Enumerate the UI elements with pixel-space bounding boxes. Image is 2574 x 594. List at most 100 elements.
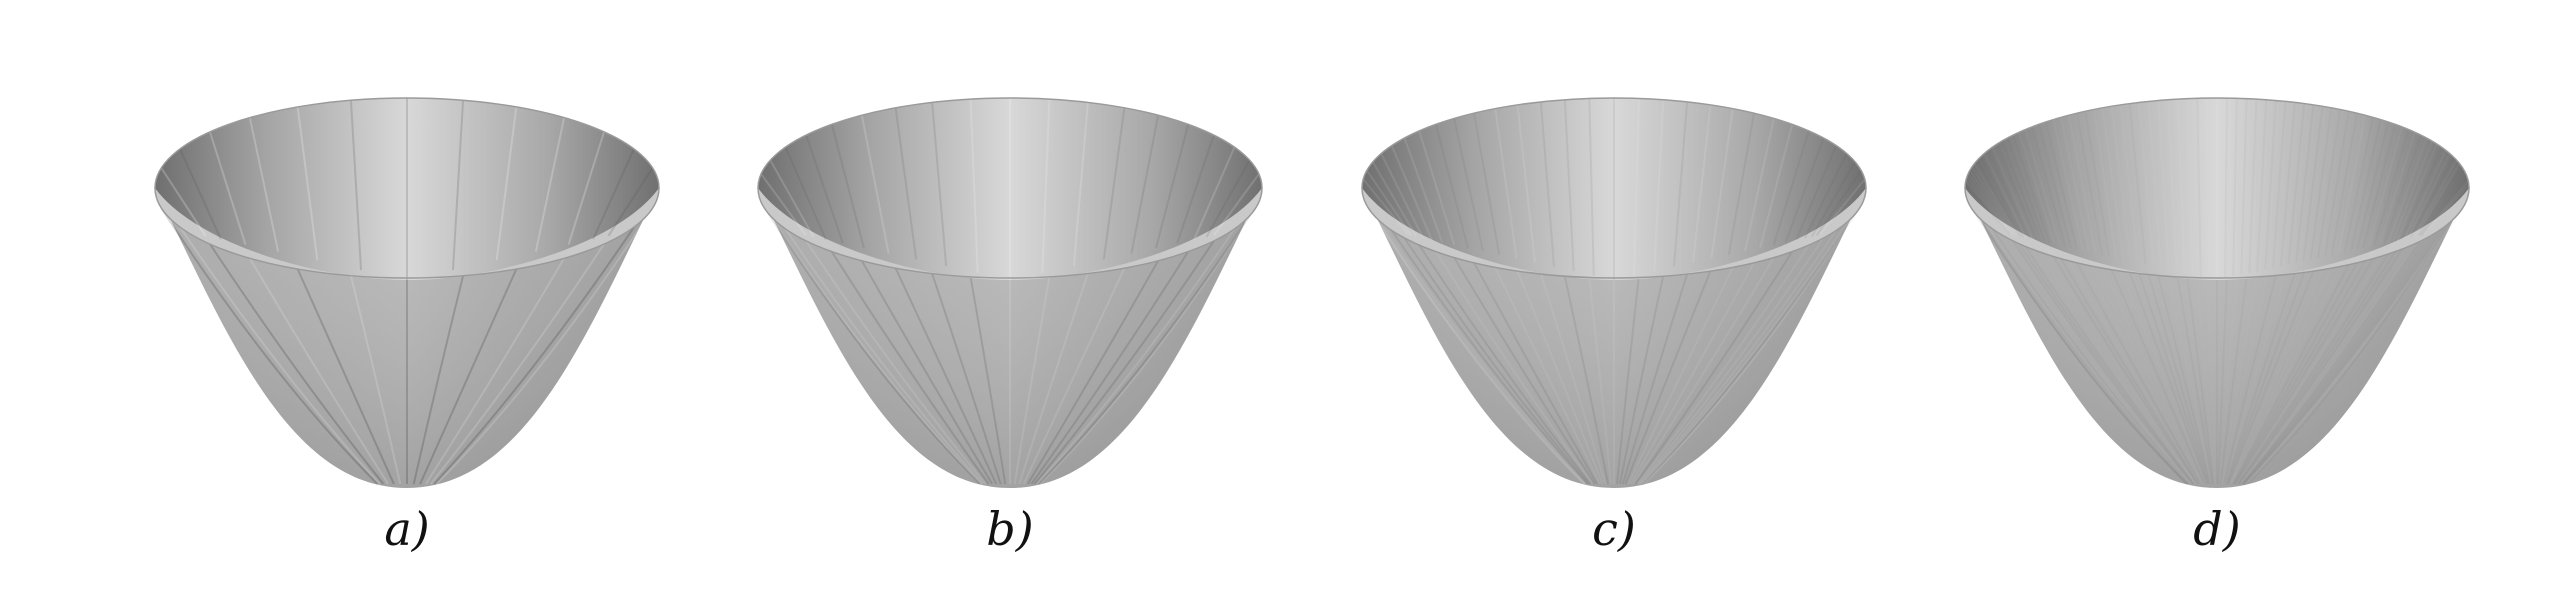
bowl-outer-facet (160, 207, 379, 485)
bowl-inner-facet (1979, 156, 2025, 238)
bowl-outer-facet (433, 226, 635, 485)
bowl-inner-facet (2316, 109, 2342, 258)
bowl-inner-facet (931, 102, 948, 267)
bowl-inner-facet (860, 114, 890, 254)
bowl-panel-b (757, 97, 1263, 488)
bowl-inner-facet (2400, 146, 2443, 240)
bowl-inner-facet (1996, 143, 2038, 241)
bowl-inner-facet (1991, 146, 2034, 240)
bowl-inner-surface (1965, 98, 2469, 280)
bowl-outer-facet (769, 215, 982, 485)
bowl-inner-facet (2240, 98, 2248, 275)
bowl-inner-facet (1205, 159, 1251, 238)
bowl-outer-facet (1588, 277, 1613, 485)
bowl-inner-facet (2012, 134, 2051, 244)
bowl-inner-facet (1516, 104, 1536, 263)
bowl-inner-facet (2302, 106, 2324, 262)
bowl-panel-a (154, 97, 660, 488)
bowl-outer-facet (1642, 213, 1856, 485)
bowl-inner-facet (2076, 112, 2104, 255)
bowl-inner-facet (2060, 117, 2091, 253)
bowl-inner-facet (2176, 99, 2186, 273)
bowl-outer-facet (1036, 228, 1236, 485)
bowl-inner-facet (2232, 98, 2238, 277)
bowl-inner-facet (2387, 137, 2428, 243)
bowl-inner-facet (1983, 153, 2027, 239)
bowl-inner-facet (2018, 131, 2056, 245)
caption-d: d) (2193, 502, 2241, 556)
bowl-inner-facet (2206, 98, 2210, 279)
bowl-inner-facet (567, 131, 605, 245)
bowl-inner-facet (2166, 99, 2178, 272)
bowl-outer-facet (1372, 213, 1586, 485)
bowl-outer-facet (1627, 266, 1734, 485)
bowl-outer-facet (1539, 273, 1607, 485)
caption-a: a) (384, 502, 430, 556)
bowl-inner-facet (2092, 109, 2118, 258)
bowl-inner-facet (1818, 178, 1866, 236)
bowl-inner-facet (2418, 169, 2465, 237)
bowl-inner-facet (2417, 166, 2463, 237)
bowl-inner-facet (248, 117, 280, 252)
bowl-inner-facet (2422, 180, 2469, 236)
bowl-inner-facet (1588, 98, 1595, 276)
bowl-inner-facet (1784, 137, 1825, 243)
bowl-outer-facet (1642, 205, 1863, 485)
bowl-inner-facet (969, 99, 979, 273)
bowl-outer-facet (1629, 262, 1755, 485)
bowl-inner-facet (2412, 159, 2458, 238)
bowl-inner-facet (2367, 126, 2404, 247)
bowl-inner-facet (2101, 107, 2125, 260)
bowl-inner-facet (1810, 161, 1857, 238)
bowl-outer-facet (1639, 229, 1838, 485)
bowl-inner-facet (2403, 149, 2447, 240)
bowl-inner-facet (1494, 108, 1518, 259)
bowl-inner-facet (1072, 102, 1089, 267)
bowl-inner-facet (2128, 103, 2147, 265)
bowl-inner-facet (1453, 118, 1484, 252)
bowl-inner-facet (2337, 114, 2367, 254)
bowl-inner-facet (1967, 173, 2014, 236)
bowl-rim (757, 97, 1263, 279)
bowl-outer-facet (249, 257, 389, 485)
bowl-outer-facet (1453, 257, 1596, 485)
bowl-inner-facet (1193, 146, 1236, 240)
bowl-inner-facet (894, 107, 918, 260)
bowl-inner-facet (2287, 103, 2306, 265)
bowl-outer-facet (425, 257, 565, 485)
bowl-inner-facet (2422, 183, 2470, 236)
bowl-inner-facet (1362, 178, 1410, 236)
bowl-inner-facet (760, 173, 807, 236)
bowl-inner-facet (2044, 121, 2078, 250)
bowl-outer-facet (760, 201, 981, 485)
bowl-inner-facet (784, 146, 827, 240)
bowl-inner-facet (1041, 99, 1051, 273)
bowl-outer-facet (435, 207, 654, 485)
bowl-outer-facet (209, 243, 385, 485)
bowl-inner-facet (2396, 143, 2438, 241)
bowl-outer-facet (1621, 273, 1689, 485)
bowl-inner-facet (349, 100, 363, 270)
bowl-inner-facet (160, 167, 207, 237)
bowl-outer-facet (419, 268, 518, 485)
bowl-outer-facet (1403, 237, 1590, 485)
bowl-outer-facet (1026, 260, 1159, 485)
bowl-inner-facet (1672, 101, 1689, 267)
bowl-inner-facet (1804, 153, 1848, 239)
bowl-inner-facet (2037, 124, 2072, 249)
bowl-inner-facet (2052, 119, 2084, 251)
bowl-outer-facet (894, 267, 998, 485)
bowl-inner-facet (592, 148, 635, 240)
bowl-inner-facet (209, 131, 247, 245)
bowl-outer-facet (1643, 196, 1866, 485)
bowl-inner-facet (1744, 118, 1775, 252)
bowl-inner-facet (1380, 153, 1424, 239)
bowl-inner-facet (1633, 98, 1640, 276)
bowl-outer-facet (1494, 266, 1601, 485)
bowl-inner-facet (2420, 173, 2467, 236)
bowl-outer-facet (1632, 257, 1775, 485)
bowl-inner-facet (2378, 131, 2416, 245)
bowl-outer-facet (1362, 196, 1585, 485)
bowl-inner-facet (2383, 134, 2422, 244)
bowl-outer-facet (784, 228, 984, 485)
